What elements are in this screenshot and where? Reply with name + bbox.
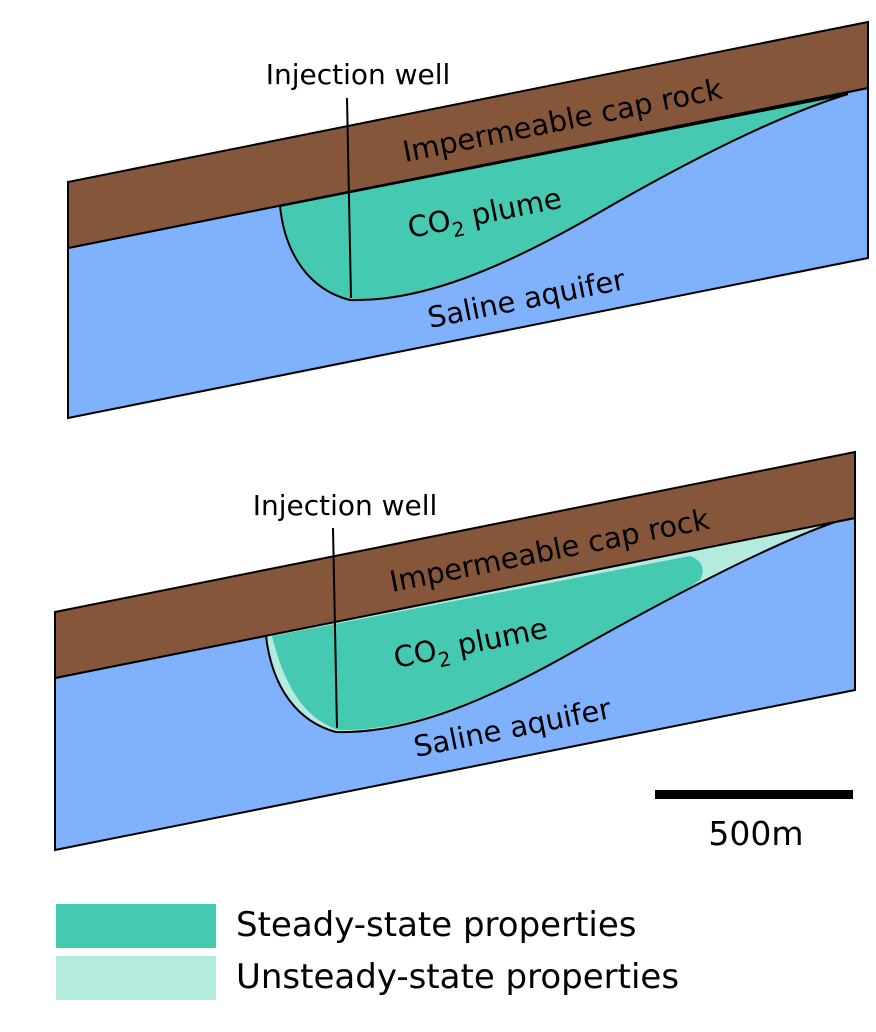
scale-bar: 500m (655, 790, 853, 853)
legend-label-unsteady: Unsteady-state properties (236, 957, 679, 997)
injection-well-line (346, 97, 352, 299)
co2-plume-steady (278, 93, 849, 302)
panel-top: Injection well Impermeable cap rock CO2 … (67, 20, 869, 420)
cap-rock-layer (67, 20, 869, 250)
cap-rock-layer (54, 450, 856, 680)
injection-well-label: Injection well (266, 58, 451, 91)
legend-swatch-unsteady (56, 956, 216, 1000)
injection-well-label: Injection well (253, 489, 438, 522)
legend: Steady-state properties Unsteady-state p… (56, 904, 679, 1000)
injection-well-line (332, 527, 338, 729)
co2-plume-steady (272, 556, 703, 731)
scale-bar-label: 500m (708, 814, 803, 853)
legend-label-steady: Steady-state properties (236, 905, 636, 945)
legend-swatch-steady (56, 904, 216, 948)
panel-bottom: Injection well Impermeable cap rock CO2 … (54, 450, 856, 852)
scale-bar-line (655, 790, 853, 799)
co2-plume-outline (265, 521, 836, 734)
